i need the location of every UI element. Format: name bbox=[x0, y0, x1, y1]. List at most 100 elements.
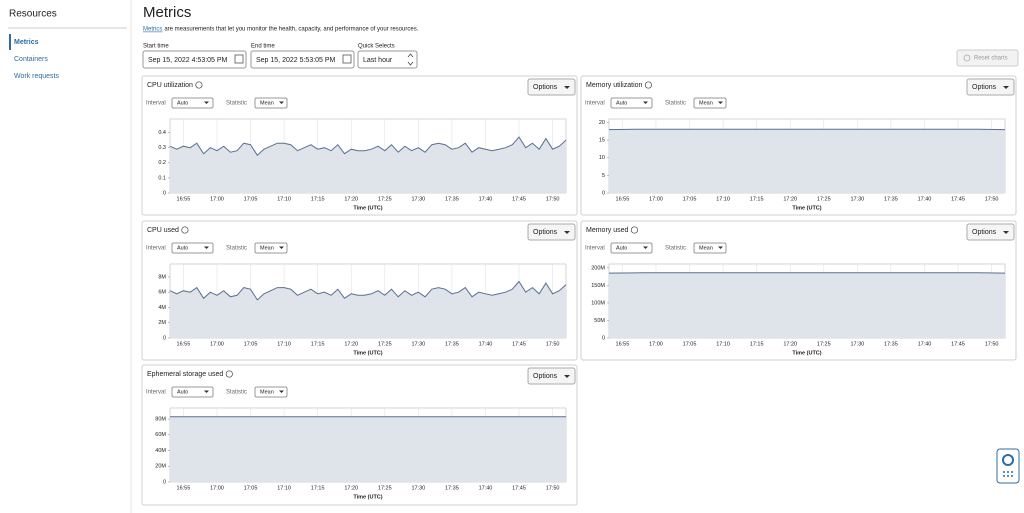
options-label: Options bbox=[533, 229, 558, 236]
reset-button[interactable] bbox=[956, 49, 1019, 67]
calendar-icon[interactable] bbox=[342, 54, 352, 64]
x-tick-label: 17:00 bbox=[649, 341, 663, 347]
options-button[interactable] bbox=[527, 78, 576, 96]
interval-select[interactable] bbox=[171, 242, 214, 254]
options-button[interactable] bbox=[966, 223, 1015, 241]
y-tick-label: 4M bbox=[158, 305, 166, 311]
x-tick-label: 17:00 bbox=[649, 196, 663, 202]
description: are measurements that let you monitor th… bbox=[164, 27, 418, 33]
nav-item[interactable]: Work requests bbox=[14, 73, 59, 80]
quick-select[interactable] bbox=[357, 50, 418, 69]
statistic-select[interactable] bbox=[254, 97, 288, 109]
options-button[interactable] bbox=[966, 78, 1015, 96]
dropdown-arrow bbox=[564, 375, 570, 378]
page-title: Metrics bbox=[143, 4, 191, 21]
x-tick-label: 17:20 bbox=[783, 196, 797, 202]
interval-select[interactable] bbox=[171, 97, 214, 109]
statistic-select[interactable] bbox=[693, 97, 727, 109]
options-button[interactable] bbox=[527, 367, 576, 385]
info-icon[interactable] bbox=[225, 370, 233, 378]
control-label: Statistic bbox=[226, 101, 247, 107]
y-tick-label: 0.1 bbox=[158, 175, 166, 181]
x-tick-label: 17:30 bbox=[411, 485, 425, 491]
y-tick-label: 80M bbox=[155, 416, 166, 422]
panel-title: Ephemeral storage used bbox=[147, 371, 223, 378]
y-tick-label: 0.3 bbox=[158, 145, 166, 151]
x-tick-label: 17:15 bbox=[311, 485, 325, 491]
x-tick-label: 16:55 bbox=[177, 196, 191, 202]
y-tick-label: 5 bbox=[602, 173, 605, 179]
date-input[interactable] bbox=[250, 50, 355, 69]
y-tick-label: 20 bbox=[599, 120, 605, 126]
x-tick-label: 16:55 bbox=[177, 485, 191, 491]
reset-label: Reset charts bbox=[974, 56, 1008, 62]
x-tick-label: 17:25 bbox=[817, 196, 831, 202]
statistic-select[interactable] bbox=[693, 242, 727, 254]
statistic-select[interactable] bbox=[254, 242, 288, 254]
interval-select[interactable] bbox=[610, 97, 653, 109]
field-label: Quick Selects bbox=[358, 44, 395, 50]
date-input[interactable] bbox=[142, 50, 247, 69]
interval-value: Auto bbox=[177, 245, 188, 251]
metric-panel: CPU used Options Interval Auto Statistic Mean… bbox=[141, 220, 578, 361]
interval-value: Auto bbox=[177, 389, 188, 395]
y-tick-label: 0 bbox=[163, 479, 166, 485]
nav-item[interactable]: Containers bbox=[14, 56, 48, 63]
statistic-select[interactable] bbox=[254, 386, 288, 398]
y-tick-label: 2M bbox=[158, 320, 166, 326]
reset-icon bbox=[963, 54, 971, 62]
info-icon[interactable] bbox=[195, 81, 203, 89]
x-tick-label: 17:10 bbox=[277, 196, 291, 202]
y-tick-label: 0 bbox=[163, 190, 166, 196]
options-button[interactable] bbox=[527, 223, 576, 241]
x-tick-label: 17:15 bbox=[750, 196, 764, 202]
control-label: Interval bbox=[585, 246, 605, 252]
x-tick-label: 17:30 bbox=[850, 196, 864, 202]
interval-value: Auto bbox=[177, 100, 188, 106]
x-tick-label: 17:40 bbox=[479, 341, 493, 347]
x-tick-label: 17:10 bbox=[277, 485, 291, 491]
y-tick-label: 50M bbox=[594, 318, 605, 324]
y-tick-label: 60M bbox=[155, 432, 166, 438]
date-value: Sep 15, 2022 5:53:05 PM bbox=[256, 57, 336, 64]
y-tick-label: 8M bbox=[158, 274, 166, 280]
description-link[interactable]: Metrics bbox=[143, 27, 162, 33]
y-tick-label: 100M bbox=[591, 300, 605, 306]
x-tick-label: 17:35 bbox=[884, 341, 898, 347]
metric-panel: Memory utilization Options Interval Auto Sta… bbox=[580, 75, 1017, 216]
info-icon[interactable] bbox=[644, 81, 652, 89]
area bbox=[170, 416, 566, 482]
interval-select[interactable] bbox=[171, 386, 214, 398]
line bbox=[169, 136, 567, 156]
statistic-value: Mean bbox=[260, 389, 274, 395]
x-tick-label: 16:55 bbox=[616, 341, 630, 347]
x-tick-label: 17:50 bbox=[985, 341, 999, 347]
options-label: Options bbox=[972, 229, 997, 236]
panel-title: Memory utilization bbox=[586, 82, 643, 89]
x-tick-label: 17:30 bbox=[850, 341, 864, 347]
calendar-icon[interactable] bbox=[234, 54, 244, 64]
quick-value: Last hour bbox=[363, 57, 393, 64]
x-tick-label: 17:20 bbox=[344, 485, 358, 491]
x-axis-title: Time (UTC) bbox=[353, 494, 382, 500]
area bbox=[170, 281, 566, 338]
dropdown-arrow bbox=[204, 390, 209, 393]
metric-panel: Ephemeral storage used Options Interval Aut… bbox=[141, 364, 578, 506]
panels: CPU utilization Options Interval Auto Statis… bbox=[141, 75, 1017, 506]
x-tick-label: 17:00 bbox=[210, 485, 224, 491]
y-tick-label: 0.4 bbox=[158, 130, 166, 136]
nav-item[interactable]: Metrics bbox=[14, 39, 39, 46]
control-label: Interval bbox=[585, 101, 605, 107]
interval-select[interactable] bbox=[610, 242, 653, 254]
options-label: Options bbox=[533, 373, 558, 380]
dropdown-arrow bbox=[1003, 86, 1009, 89]
info-icon[interactable] bbox=[630, 226, 638, 234]
interval-value: Auto bbox=[616, 245, 627, 251]
x-tick-label: 17:40 bbox=[479, 196, 493, 202]
panel-title: Memory used bbox=[586, 227, 629, 234]
x-tick-label: 17:05 bbox=[683, 341, 697, 347]
x-tick-label: 16:55 bbox=[177, 341, 191, 347]
field-label: End time bbox=[251, 44, 275, 50]
dropdown-arrow bbox=[1003, 231, 1009, 234]
info-icon[interactable] bbox=[181, 226, 189, 234]
